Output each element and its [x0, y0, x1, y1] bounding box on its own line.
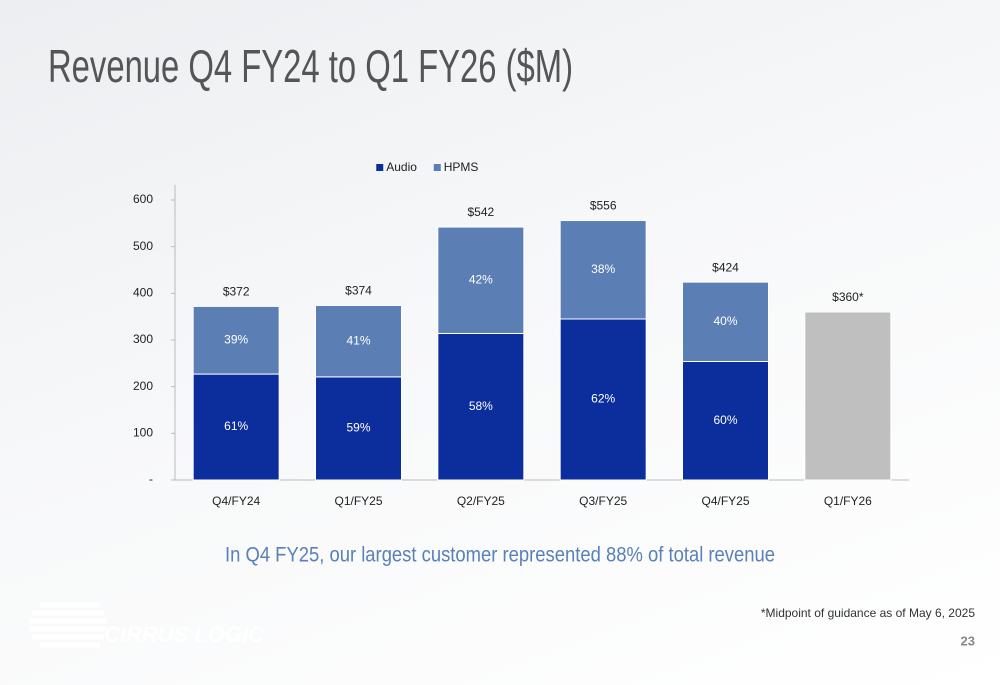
share-label: 59% [346, 421, 370, 435]
y-tick-label: 600 [133, 192, 153, 206]
share-label: 60% [713, 413, 737, 427]
total-label: $424 [712, 260, 739, 274]
share-label: 41% [346, 333, 370, 347]
share-label: 38% [591, 262, 615, 276]
legend-label: HPMS [444, 160, 479, 174]
total-label: $542 [467, 205, 494, 219]
bar-segment [437, 332, 525, 481]
total-label: $374 [345, 284, 372, 298]
share-label: 58% [469, 399, 493, 413]
y-tick-label: 500 [133, 239, 153, 253]
legend-label: Audio [386, 160, 417, 174]
share-label: 42% [469, 272, 493, 286]
x-tick-label: Q4/FY25 [701, 494, 749, 508]
logo: CIRRUS LOGIC [30, 602, 265, 648]
y-tick-label: - [149, 472, 153, 486]
y-tick-label: 100 [133, 426, 153, 440]
callout: In Q4 FY25, our largest customer represe… [225, 544, 775, 567]
legend-swatch [376, 164, 384, 171]
y-tick-label: 200 [133, 379, 153, 393]
logo-mark [30, 602, 106, 648]
share-label: 61% [224, 419, 248, 433]
share-label: 39% [224, 332, 248, 346]
y-tick-label: 300 [133, 332, 153, 346]
x-tick-label: Q2/FY25 [457, 494, 505, 508]
page-number: 23 [961, 633, 975, 648]
bar-segment [315, 304, 402, 378]
bar-segment [682, 281, 769, 362]
total-label: $372 [223, 285, 250, 299]
x-tick-label: Q1/FY26 [824, 494, 872, 508]
bar-segment [559, 220, 647, 320]
share-label: 62% [591, 392, 615, 406]
chart-title: Revenue Q4 FY24 to Q1 FY26 ($M) [48, 40, 573, 92]
x-tick-label: Q3/FY25 [579, 494, 627, 508]
bar-segment [437, 226, 525, 334]
bar-segment [682, 360, 769, 481]
x-tick-label: Q1/FY25 [334, 494, 382, 508]
share-label: 40% [713, 314, 737, 328]
bar-segment [192, 305, 280, 375]
y-tick-label: 400 [133, 286, 153, 300]
total-label: $556 [590, 199, 617, 213]
x-tick-label: Q4/FY24 [212, 494, 260, 508]
legend-swatch [433, 164, 441, 171]
bar-segment [315, 376, 402, 481]
bar-segment [804, 311, 892, 481]
footnote: *Midpoint of guidance as of May 6, 2025 [761, 606, 975, 620]
bar-segment [192, 373, 280, 481]
total-label: $360* [832, 290, 864, 304]
logo-text: CIRRUS LOGIC [104, 622, 265, 647]
